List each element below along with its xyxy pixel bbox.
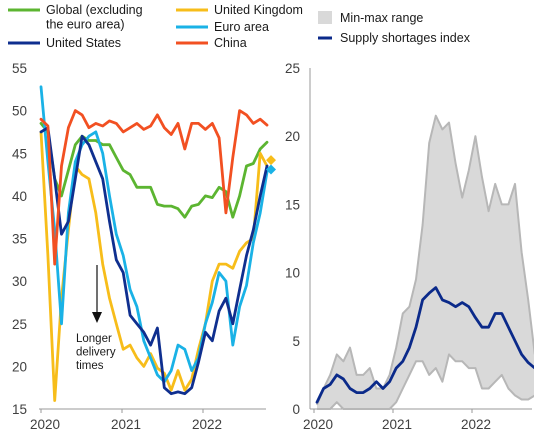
annotation-line: delivery <box>76 347 116 359</box>
left-x-tick-label: 2021 <box>111 417 141 432</box>
supply-shortages-chart: 0 5 10 15 20 25 2020 2021 2022 <box>285 61 534 432</box>
annotation-line: Longer <box>76 333 112 345</box>
end-marker-uk <box>266 155 276 166</box>
annotation-arrow-head <box>92 312 102 323</box>
right-y-tick-label: 15 <box>285 197 300 212</box>
right-x-tick-label: 2020 <box>303 417 333 432</box>
left-y-tick-label: 30 <box>12 274 27 289</box>
left-y-tick-label: 35 <box>12 232 27 247</box>
legend-label-us: United States <box>46 36 121 50</box>
legend-label-global-line: Global (excluding <box>46 3 143 17</box>
range-min-edge <box>317 353 534 410</box>
min-max-range-band <box>317 115 534 409</box>
right-x-tick-label: 2022 <box>461 417 491 432</box>
right-x-tick-label: 2021 <box>382 417 412 432</box>
legend-label-euro: Euro area <box>214 20 269 34</box>
right-legend: Min-max range Supply shortages index <box>318 11 471 45</box>
left-y-tick-label: 50 <box>12 104 27 119</box>
left-y-tick-label: 40 <box>12 189 27 204</box>
range-max-edge <box>316 114 534 406</box>
left-y-tick-label: 45 <box>12 146 27 161</box>
legend-label-supply: Supply shortages index <box>340 31 471 45</box>
left-y-tick-label: 15 <box>12 402 27 417</box>
series-line-uk <box>39 130 269 402</box>
left-legend: Global (excluding the euro area) United St… <box>8 3 303 50</box>
legend-swatch-range <box>318 11 332 24</box>
left-y-tick-label: 55 <box>12 61 27 76</box>
right-y-tick-label: 20 <box>285 129 300 144</box>
pmi-delivery-times-chart: 15 20 25 30 35 40 45 50 55 2020 2021 2022 Longer deli… <box>12 61 276 432</box>
left-x-tick-label: 2022 <box>192 417 222 432</box>
right-y-tick-label: 5 <box>292 334 300 349</box>
series-line-us <box>39 126 269 396</box>
legend-label-uk: United Kingdom <box>214 3 303 17</box>
left-y-tick-label: 20 <box>12 359 27 374</box>
right-y-tick-label: 10 <box>285 266 300 281</box>
legend-label-range: Min-max range <box>340 11 423 25</box>
series-line-global <box>39 122 269 219</box>
annotation-line: times <box>76 360 104 372</box>
legend-label-global: Global (excluding the euro area) <box>46 3 143 32</box>
series-line-china <box>39 109 269 266</box>
left-x-tick-label: 2020 <box>30 417 60 432</box>
legend-label-global-line: the euro area) <box>46 18 125 32</box>
legend-label-china: China <box>214 36 247 50</box>
right-y-tick-label: 25 <box>285 61 300 76</box>
end-marker-euro <box>266 164 276 175</box>
supply-shortages-line <box>315 286 534 404</box>
left-y-tick-label: 25 <box>12 317 27 332</box>
right-y-tick-label: 0 <box>292 402 300 417</box>
annotation-text: Longer delivery times <box>76 333 116 372</box>
